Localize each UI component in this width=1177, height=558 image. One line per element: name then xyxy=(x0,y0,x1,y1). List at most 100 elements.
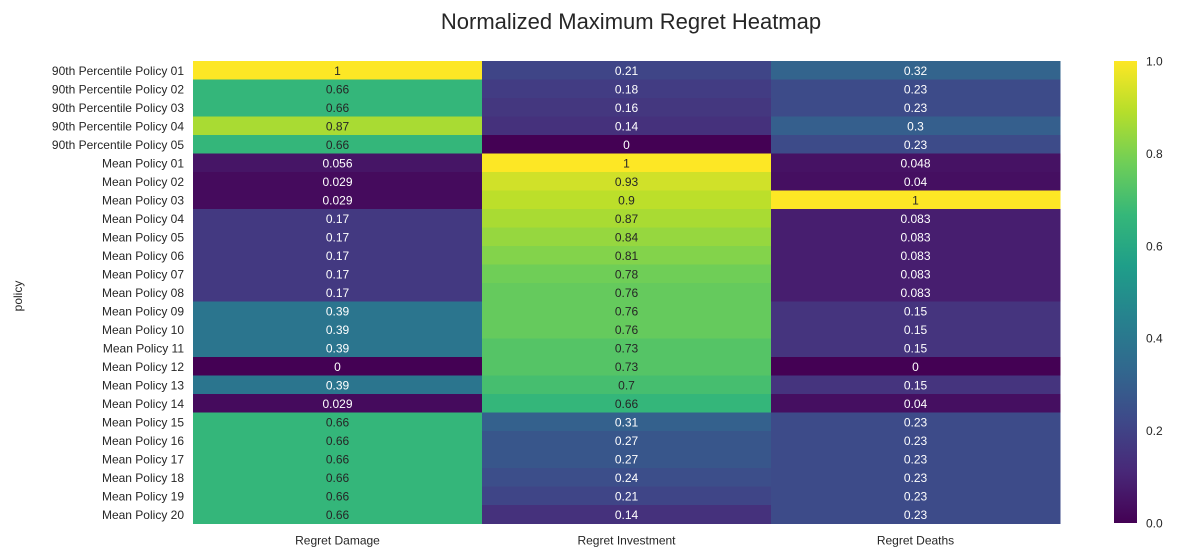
heatmap-cell xyxy=(482,264,772,284)
cell-value-label: 0.16 xyxy=(615,101,639,115)
heatmap-cell xyxy=(771,375,1061,395)
cell-value-label: 0.23 xyxy=(904,508,928,522)
heatmap-cell xyxy=(193,357,483,376)
heatmap-cell xyxy=(193,209,483,228)
row-tick-label: Mean Policy 15 xyxy=(102,415,184,429)
heatmap-cell xyxy=(193,320,483,339)
heatmap-cell xyxy=(193,338,483,358)
heatmap-cell xyxy=(482,338,772,358)
cell-value-label: 0.81 xyxy=(615,249,639,263)
cell-value-label: 0 xyxy=(623,138,630,152)
row-tick-label: Mean Policy 13 xyxy=(102,378,184,392)
heatmap-cell xyxy=(193,431,483,450)
column-tick-label: Regret Damage xyxy=(295,534,380,548)
cell-value-label: 0.056 xyxy=(322,156,352,170)
cell-value-label: 0.17 xyxy=(326,212,350,226)
cell-value-label: 0.66 xyxy=(326,471,350,485)
row-tick-label: Mean Policy 05 xyxy=(102,230,184,244)
heatmap-cell xyxy=(771,153,1061,173)
cell-value-label: 0.23 xyxy=(904,471,928,485)
cell-value-label: 0.23 xyxy=(904,415,928,429)
heatmap-cell xyxy=(771,172,1061,191)
cell-value-label: 0.18 xyxy=(615,82,639,96)
row-tick-label: Mean Policy 04 xyxy=(102,212,184,226)
cell-value-label: 0.3 xyxy=(907,119,924,133)
row-tick-label: Mean Policy 11 xyxy=(103,341,184,355)
heatmap-cell xyxy=(482,209,772,228)
cell-value-label: 0.17 xyxy=(326,230,350,244)
heatmap-cell xyxy=(482,301,772,321)
colorbar-tick-label: 0.6 xyxy=(1146,239,1163,253)
row-tick-label: Mean Policy 18 xyxy=(102,471,184,485)
heatmap-cell xyxy=(482,431,772,450)
cell-value-label: 0.15 xyxy=(904,323,928,337)
heatmap-cell xyxy=(771,357,1061,376)
heatmap-cell xyxy=(771,98,1061,117)
cell-value-label: 0.029 xyxy=(322,175,352,189)
heatmap-cell xyxy=(771,264,1061,284)
cell-value-label: 0.66 xyxy=(326,415,350,429)
cell-value-label: 0.73 xyxy=(615,341,639,355)
cell-value-label: 0 xyxy=(912,360,919,374)
colorbar-tick-label: 0.4 xyxy=(1146,332,1163,346)
cell-value-label: 0.73 xyxy=(615,360,639,374)
heatmap-cell xyxy=(482,283,772,302)
row-tick-label: 90th Percentile Policy 01 xyxy=(52,64,184,78)
heatmap-cell xyxy=(193,468,483,487)
heatmap-cell xyxy=(482,412,772,432)
heatmap-cell xyxy=(193,264,483,284)
heatmap-cell xyxy=(482,79,772,99)
cell-value-label: 0.23 xyxy=(904,138,928,152)
heatmap-cell xyxy=(193,153,483,173)
cell-value-label: 0.15 xyxy=(904,378,928,392)
heatmap-cell xyxy=(771,209,1061,228)
heatmap-cell xyxy=(193,412,483,432)
row-tick-label: 90th Percentile Policy 03 xyxy=(52,101,184,115)
cell-value-label: 0.21 xyxy=(615,489,639,503)
cell-value-label: 0.24 xyxy=(615,471,639,485)
heatmap-cell xyxy=(771,505,1061,524)
cell-value-label: 0.39 xyxy=(326,304,350,318)
heatmap-cell xyxy=(771,61,1061,80)
heatmap-cell xyxy=(193,505,483,524)
cell-value-label: 1 xyxy=(623,156,630,170)
cell-value-label: 0.04 xyxy=(904,175,928,189)
cell-value-label: 0.87 xyxy=(615,212,639,226)
heatmap-cell xyxy=(771,283,1061,302)
cell-value-label: 0.029 xyxy=(322,397,352,411)
heatmap-cell xyxy=(193,301,483,321)
cell-value-label: 0.66 xyxy=(326,489,350,503)
cell-value-label: 0.083 xyxy=(900,267,930,281)
cell-value-label: 0.048 xyxy=(900,156,930,170)
heatmap-cell xyxy=(771,135,1061,154)
row-tick-label: Mean Policy 08 xyxy=(102,286,184,300)
cell-value-label: 0.029 xyxy=(322,193,352,207)
heatmap-cell xyxy=(482,375,772,395)
colorbar-tick-label: 1.0 xyxy=(1146,55,1163,69)
heatmap-cell xyxy=(482,172,772,191)
heatmap-cell xyxy=(193,246,483,265)
heatmap-cell xyxy=(193,227,483,247)
cell-value-label: 1 xyxy=(334,64,341,78)
heatmap-cell xyxy=(771,338,1061,358)
heatmap-cell xyxy=(771,190,1061,210)
heatmap-cell xyxy=(771,468,1061,487)
row-tick-label: Mean Policy 12 xyxy=(102,360,184,374)
cell-value-label: 1 xyxy=(912,193,919,207)
heatmap-cell xyxy=(193,486,483,506)
cell-value-label: 0.14 xyxy=(615,119,639,133)
cell-value-label: 0.39 xyxy=(326,323,350,337)
row-tick-label: 90th Percentile Policy 02 xyxy=(52,82,184,96)
heatmap-cell xyxy=(771,486,1061,506)
heatmap-cell xyxy=(482,357,772,376)
cell-value-label: 0.93 xyxy=(615,175,639,189)
cell-value-label: 0.76 xyxy=(615,286,639,300)
heatmap-cell xyxy=(482,153,772,173)
heatmap-cell xyxy=(193,98,483,117)
heatmap-cell xyxy=(482,449,772,469)
cell-value-label: 0.23 xyxy=(904,82,928,96)
cell-value-label: 0.31 xyxy=(615,415,639,429)
cell-value-label: 0.66 xyxy=(326,82,350,96)
row-tick-label: Mean Policy 02 xyxy=(102,175,184,189)
